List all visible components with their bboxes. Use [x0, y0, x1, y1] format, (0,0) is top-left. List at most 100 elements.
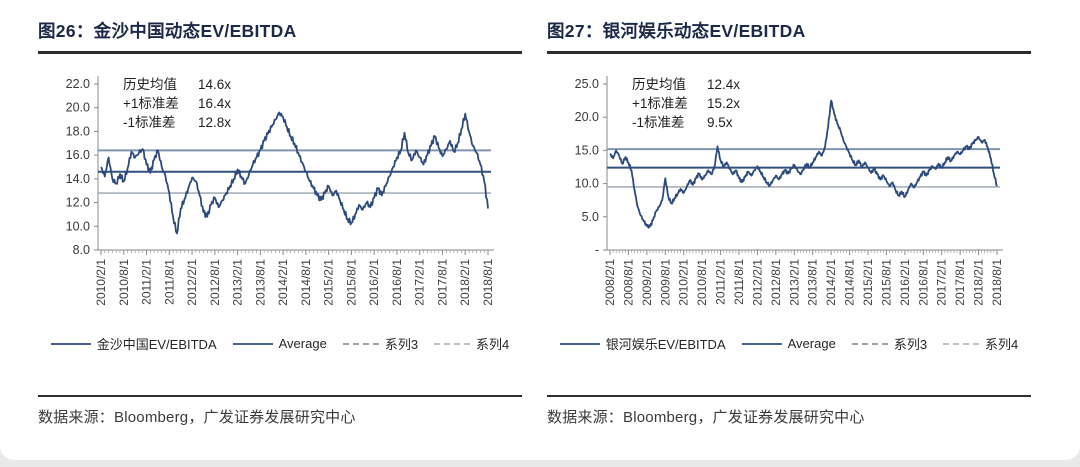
stat-label: -1标准差: [123, 115, 176, 130]
x-tick-label: 2013/8/1: [253, 259, 267, 306]
x-tick-label: 2015/2/1: [322, 259, 336, 306]
x-tick-label: 2008/8/1: [621, 259, 635, 306]
y-tick-label: 5.0: [582, 210, 599, 224]
x-tick-label: 2018/2/1: [972, 259, 986, 306]
y-tick-label: 10.0: [66, 219, 90, 233]
figure-26-panel: 图26：金沙中国动态EV/EBITDA 22.0 20.0 18.0 16.0 14.0…: [38, 0, 522, 427]
stat-value: 15.2x: [707, 96, 740, 111]
x-tick-label: 2011/2/1: [714, 259, 728, 305]
figure-26-title-rule: [38, 51, 522, 54]
ev-ebitda-series-line: [609, 99, 998, 229]
y-tick-label: 16.0: [66, 148, 90, 162]
legend-label: 金沙中国EV/EBITDA: [96, 337, 217, 352]
stat-label: +1标准差: [632, 96, 688, 111]
legend-line-swatch: [559, 342, 600, 345]
x-tick-label: 2009/8/1: [658, 259, 672, 306]
ev-ebitda-series-line: [100, 111, 489, 235]
legend-item: 系列4: [434, 334, 509, 353]
legend-item: 系列3: [342, 334, 419, 353]
x-tick-label: 2017/2/1: [935, 259, 949, 306]
x-tick-label: 2012/8/1: [769, 259, 783, 306]
figure-27-line-chart: 25.0 20.0 15.0 10.0 5.0 -2008/2/1 2008/8/1 2009…: [575, 76, 1004, 306]
x-tick-label: 2011/8/1: [732, 259, 746, 305]
figure-26-source: 数据来源：Bloomberg，广发证券发展研究中心: [38, 395, 522, 427]
y-tick-label: 8.0: [73, 243, 90, 257]
x-tick-label: 2012/2/1: [750, 259, 764, 306]
x-tick-label: 2012/2/1: [185, 259, 199, 306]
figure-27-legend: 银河娱乐EV/EBITDA Average 系列3 系列4: [547, 334, 1031, 353]
stat-label: 历史均值: [123, 77, 177, 92]
x-tick-label: 2014/2/1: [276, 259, 290, 306]
legend-line-swatch: [342, 342, 379, 345]
legend-item: 金沙中国EV/EBITDA: [50, 334, 217, 353]
stat-label: +1标准差: [123, 96, 179, 111]
x-tick-label: 2014/8/1: [843, 259, 857, 306]
x-tick-label: 2013/2/1: [787, 259, 801, 306]
y-tick-label: 20.0: [66, 101, 90, 115]
x-tick-label: 2015/8/1: [879, 259, 893, 306]
y-tick-label: 20.0: [575, 110, 599, 124]
x-tick-label: 2018/2/1: [458, 259, 472, 306]
x-tick-label: 2013/2/1: [231, 259, 245, 306]
x-tick-label: 2015/2/1: [861, 259, 875, 306]
x-tick-label: 2016/2/1: [898, 259, 912, 306]
legend-item: Average: [232, 336, 327, 351]
legend-item: Average: [741, 336, 836, 351]
x-tick-label: 2018/8/1: [481, 259, 495, 306]
x-tick-label: 2008/2/1: [603, 259, 617, 306]
x-tick-label: 2013/8/1: [806, 259, 820, 306]
legend-label: 系列4: [476, 337, 510, 352]
x-tick-label: 2011/8/1: [162, 259, 176, 305]
y-tick-label: 10.0: [575, 177, 599, 191]
legend-item: 系列3: [851, 334, 928, 353]
x-tick-label: 2017/8/1: [435, 259, 449, 306]
x-tick-label: 2018/8/1: [990, 259, 1004, 306]
figure-27-panel: 图27：银河娱乐动态EV/EBITDA 25.0 20.0 15.0 10.0 5.0 -…: [547, 0, 1031, 427]
x-tick-label: 2010/8/1: [695, 259, 709, 306]
figure-26-legend: 金沙中国EV/EBITDA Average 系列3 系列4: [38, 334, 522, 353]
stat-value: 16.4x: [198, 96, 231, 111]
legend-label: 银河娱乐EV/EBITDA: [605, 337, 726, 352]
legend-line-swatch: [232, 342, 273, 345]
y-tick-label: 12.0: [66, 196, 90, 210]
stat-value: 12.8x: [198, 115, 231, 130]
x-tick-label: 2017/2/1: [413, 259, 427, 306]
stat-value: 12.4x: [707, 77, 740, 92]
legend-label: 系列3: [893, 337, 928, 352]
y-tick-label: 14.0: [66, 172, 90, 186]
legend-label: Average: [787, 336, 836, 351]
x-tick-label: 2011/2/1: [140, 259, 154, 305]
legend-item: 银河娱乐EV/EBITDA: [559, 334, 726, 353]
x-tick-label: 2012/8/1: [208, 259, 222, 306]
legend-line-swatch: [434, 342, 471, 345]
legend-item: 系列4: [943, 334, 1018, 353]
x-tick-label: 2010/8/1: [117, 259, 131, 306]
stat-value: 14.6x: [198, 77, 231, 92]
legend-label: 系列3: [384, 337, 419, 352]
legend-label: 系列4: [985, 337, 1019, 352]
x-tick-label: 2017/8/1: [953, 259, 967, 306]
y-tick-label: 15.0: [575, 143, 599, 157]
x-tick-label: 2009/2/1: [640, 259, 654, 306]
x-tick-label: 2016/2/1: [367, 259, 381, 306]
stat-label: -1标准差: [632, 115, 685, 130]
legend-label: Average: [278, 336, 327, 351]
x-tick-label: 2010/2/1: [677, 259, 691, 306]
figure-26-title: 图26：金沙中国动态EV/EBITDA: [38, 21, 297, 41]
x-tick-label: 2010/2/1: [94, 259, 108, 306]
x-tick-label: 2016/8/1: [916, 259, 930, 306]
legend-line-swatch: [741, 342, 782, 345]
y-tick-label: 18.0: [66, 124, 90, 138]
legend-line-swatch: [50, 342, 91, 345]
figure-27-title-rule: [547, 51, 1031, 54]
y-tick-label: 25.0: [575, 77, 599, 91]
x-tick-label: 2014/2/1: [824, 259, 838, 306]
figure-26-line-chart: 22.0 20.0 18.0 16.0 14.0 12.0 10.0 8.0 2010/2/1 2…: [66, 76, 495, 306]
y-tick-label: 22.0: [66, 77, 90, 91]
legend-line-swatch: [943, 342, 980, 345]
figure-27-source: 数据来源：Bloomberg，广发证券发展研究中心: [547, 395, 1031, 427]
legend-line-swatch: [851, 342, 888, 345]
x-tick-label: 2015/8/1: [344, 259, 358, 306]
stat-value: 9.5x: [707, 115, 733, 130]
figure-27-title: 图27：银河娱乐动态EV/EBITDA: [547, 21, 806, 41]
